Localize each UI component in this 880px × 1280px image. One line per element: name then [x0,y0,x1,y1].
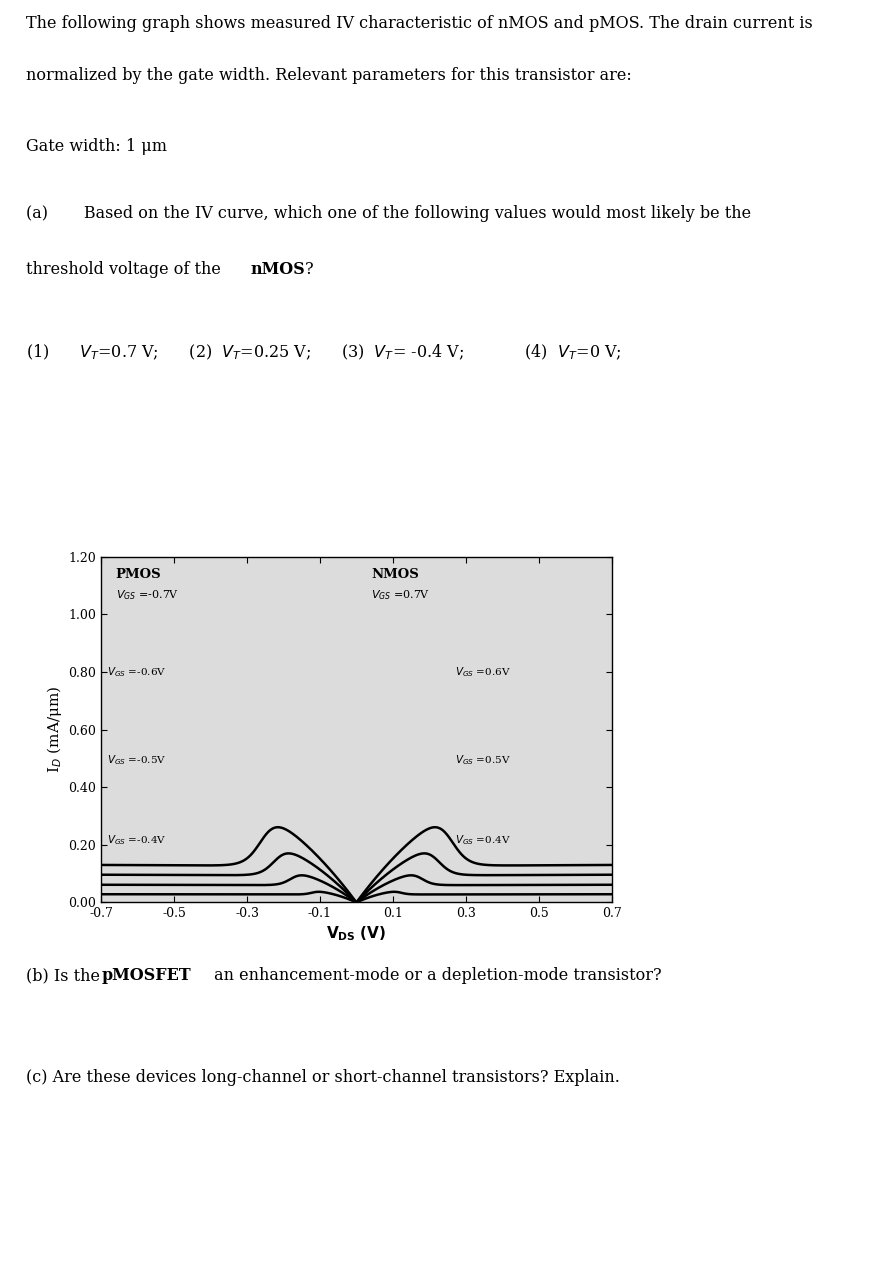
Y-axis label: I$_D$ (mA/μm): I$_D$ (mA/μm) [45,686,64,773]
Text: (b) Is the: (b) Is the [26,968,106,984]
Text: PMOS: PMOS [116,568,161,581]
Text: $V_{GS}$ =0.7V: $V_{GS}$ =0.7V [371,589,429,603]
Text: $V_{GS}$ =0.5V: $V_{GS}$ =0.5V [455,753,510,767]
Text: pMOSFET: pMOSFET [101,968,191,984]
Text: nMOS: nMOS [251,261,305,278]
Text: The following graph shows measured IV characteristic of nMOS and pMOS. The drain: The following graph shows measured IV ch… [26,15,813,32]
Text: Gate width: 1 μm: Gate width: 1 μm [26,138,167,155]
Text: an enhancement-mode or a depletion-mode transistor?: an enhancement-mode or a depletion-mode … [209,968,661,984]
Text: (c) Are these devices long-channel or short-channel transistors? Explain.: (c) Are these devices long-channel or sh… [26,1069,620,1087]
Text: $V_{GS}$ =0.6V: $V_{GS}$ =0.6V [455,666,510,678]
X-axis label: $\mathbf{V_{DS}}$ $\mathbf{(V)}$: $\mathbf{V_{DS}}$ $\mathbf{(V)}$ [326,924,386,943]
Text: $V_{GS}$ =0.4V: $V_{GS}$ =0.4V [455,833,510,847]
Text: $V_{GS}$ =-0.6V: $V_{GS}$ =-0.6V [106,666,166,678]
Text: (1)      $V_T$=0.7 V;      (2)  $V_T$=0.25 V;      (3)  $V_T$= -0.4 V;          : (1) $V_T$=0.7 V; (2) $V_T$=0.25 V; (3) $… [26,343,622,362]
Text: ?: ? [305,261,314,278]
Text: (a)       Based on the IV curve, which one of the following values would most li: (a) Based on the IV curve, which one of … [26,205,752,221]
Text: $V_{GS}$ =-0.5V: $V_{GS}$ =-0.5V [106,753,166,767]
Text: normalized by the gate width. Relevant parameters for this transistor are:: normalized by the gate width. Relevant p… [26,67,632,83]
Text: NMOS: NMOS [371,568,419,581]
Text: threshold voltage of the: threshold voltage of the [26,261,226,278]
Text: $V_{GS}$ =-0.4V: $V_{GS}$ =-0.4V [106,833,166,847]
Text: $V_{GS}$ =-0.7V: $V_{GS}$ =-0.7V [116,589,179,603]
